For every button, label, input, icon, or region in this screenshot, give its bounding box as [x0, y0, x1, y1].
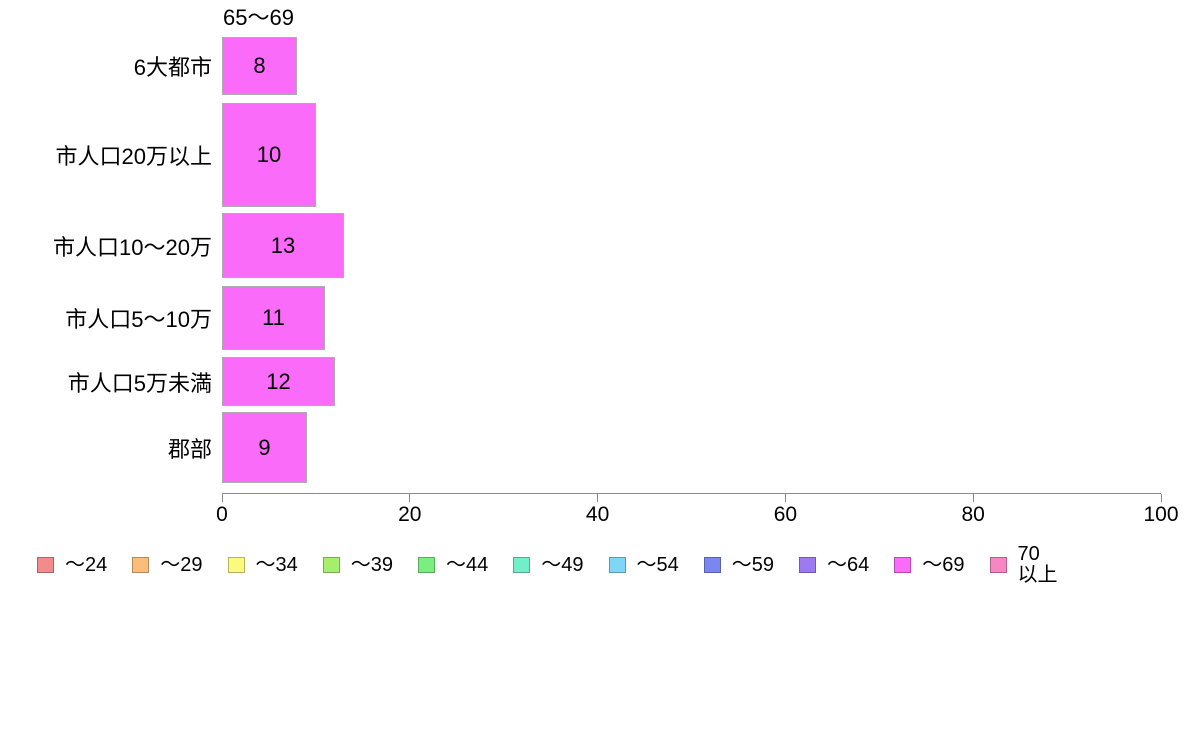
legend-label: 〜49: [541, 553, 584, 576]
chart-title: 65〜69: [223, 5, 294, 30]
category-label: 市人口20万以上: [55, 144, 212, 169]
legend-swatch: [418, 557, 435, 573]
bar: 12: [222, 357, 335, 406]
x-tick-mark: [972, 494, 974, 502]
bar: 9: [222, 412, 307, 483]
legend-label: 〜24: [65, 553, 108, 576]
legend-item: 〜64: [799, 553, 870, 576]
category-label: 郡部: [167, 436, 212, 462]
bar: 11: [222, 286, 325, 350]
legend-item: 〜24: [37, 553, 108, 576]
bar: 10: [222, 103, 316, 207]
legend-label: 〜69: [922, 553, 965, 576]
legend-label: 〜59: [731, 553, 774, 576]
x-tick-label: 40: [585, 503, 610, 526]
legend-item: 〜59: [703, 553, 774, 576]
legend-item: 〜54: [608, 553, 679, 576]
bar-value-label: 9: [258, 434, 271, 460]
legend-label: 〜34: [255, 553, 298, 576]
x-tick-mark: [221, 494, 223, 502]
legend-label: 〜39: [350, 553, 393, 576]
x-tick-mark: [1160, 494, 1162, 502]
legend-label: 〜64: [827, 553, 870, 576]
legend-label: 〜54: [636, 553, 679, 576]
legend-swatch: [703, 557, 721, 573]
bar-value-label: 13: [270, 232, 296, 258]
legend-item: 〜44: [418, 553, 489, 576]
legend-item: 70 以上: [989, 543, 1058, 586]
category-label: 市人口5万未満: [67, 370, 212, 396]
legend-item: 〜39: [322, 553, 393, 576]
legend-swatch: [322, 557, 340, 573]
x-tick-label: 80: [961, 503, 985, 526]
legend-label: 〜29: [160, 553, 203, 576]
category-label: 市人口10〜20万: [53, 234, 212, 260]
x-tick-label: 20: [398, 503, 422, 526]
category-label: 6大都市: [133, 55, 212, 80]
legend: 〜24 〜29 〜34 〜39 〜44 〜49 〜54 〜59 〜64 〜69 70 以上: [37, 541, 1058, 589]
bar-value-label: 12: [266, 368, 291, 394]
category-label: 市人口5〜10万: [65, 307, 212, 332]
legend-swatch: [37, 557, 54, 573]
legend-item: 〜29: [132, 553, 203, 576]
bar: 13: [222, 213, 344, 278]
bar: 8: [222, 37, 297, 95]
legend-swatch: [608, 557, 626, 573]
legend-swatch: [227, 557, 245, 573]
x-axis-line: [222, 493, 1161, 494]
x-tick-mark: [409, 494, 411, 502]
bar-value-label: 11: [262, 305, 285, 330]
x-tick-mark: [597, 494, 599, 502]
bar-value-label: 10: [256, 142, 282, 167]
legend-swatch: [132, 557, 150, 573]
legend-label: 〜44: [446, 553, 489, 576]
x-tick-mark: [784, 494, 786, 502]
x-tick-label: 60: [773, 503, 798, 526]
x-tick-label: 100: [1143, 503, 1179, 526]
legend-item: 〜34: [227, 553, 298, 576]
x-tick-label: 0: [216, 503, 228, 526]
bar-value-label: 8: [253, 53, 266, 78]
legend-swatch: [989, 557, 1007, 573]
legend-swatch: [894, 557, 912, 573]
legend-swatch: [513, 557, 531, 573]
legend-label: 70 以上: [1017, 543, 1058, 586]
legend-item: 〜49: [513, 553, 584, 576]
legend-swatch: [799, 557, 816, 573]
legend-item: 〜69: [894, 553, 965, 576]
